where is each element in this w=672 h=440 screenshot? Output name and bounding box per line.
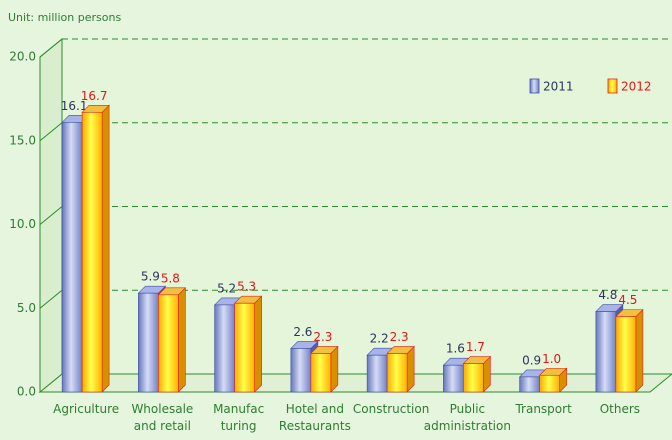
bar xyxy=(463,363,484,393)
unit-label: Unit: million persons xyxy=(8,11,121,24)
x-tick-label: Construction xyxy=(352,402,430,416)
legend-swatch xyxy=(529,78,540,94)
value-label: 2.3 xyxy=(390,330,409,344)
value-label: 1.6 xyxy=(446,342,465,356)
bar xyxy=(595,311,617,393)
grid-diag xyxy=(39,206,63,225)
y-tick-label: 10.0 xyxy=(9,217,36,231)
x-tick-label: Transport xyxy=(515,402,572,416)
bar xyxy=(539,374,560,393)
x-tick-label: Hotel and Restaurants xyxy=(278,402,351,433)
bar xyxy=(81,111,103,393)
x-tick-label: Public administration xyxy=(423,402,511,433)
value-label: 0.9 xyxy=(522,353,541,367)
value-label: 2.3 xyxy=(313,330,332,344)
value-label: 5.9 xyxy=(141,270,160,284)
value-label: 4.8 xyxy=(598,288,617,302)
legend-swatch xyxy=(607,78,618,94)
bar xyxy=(519,376,540,393)
bar xyxy=(615,316,637,393)
x-tick-label: Agriculture xyxy=(53,402,120,416)
bar xyxy=(214,304,235,393)
value-label: 1.0 xyxy=(542,352,561,366)
bar xyxy=(366,354,388,393)
y-tick-label: 20.0 xyxy=(9,50,36,64)
bar-side xyxy=(101,104,110,393)
bar xyxy=(310,353,332,393)
y-tick-label: 15.0 xyxy=(9,133,36,147)
x-tick-label: Others xyxy=(599,402,641,416)
bar-side xyxy=(330,345,339,393)
value-label: 5.8 xyxy=(161,271,180,285)
bar xyxy=(158,294,179,393)
bar-side xyxy=(254,295,262,393)
x-tick-label: Wholesale and retail xyxy=(131,402,194,433)
bar-side xyxy=(635,308,644,393)
grid-diag xyxy=(39,122,63,142)
x-tick-label: Manufac turing xyxy=(213,402,265,433)
bar-side xyxy=(178,287,186,393)
y-tick-label: 5.0 xyxy=(17,301,36,315)
y-tick-label: 0.0 xyxy=(17,385,36,399)
bar-side xyxy=(406,345,415,393)
value-label: 5.2 xyxy=(217,281,236,295)
value-label: 5.3 xyxy=(237,280,256,294)
value-label: 2.6 xyxy=(293,325,312,339)
floor xyxy=(38,373,672,393)
bar xyxy=(443,364,464,393)
bar xyxy=(234,302,255,393)
bar xyxy=(138,292,159,393)
value-label: 4.5 xyxy=(618,293,637,307)
value-label: 16.7 xyxy=(81,89,108,103)
legend-label: 2011 xyxy=(543,80,574,94)
legend-label: 2012 xyxy=(621,80,652,94)
bar xyxy=(290,348,312,393)
value-label: 2.2 xyxy=(370,332,389,346)
value-label: 16.1 xyxy=(61,99,88,113)
bar xyxy=(61,122,83,393)
bar xyxy=(386,353,408,393)
value-label: 1.7 xyxy=(466,340,485,354)
grid-diag xyxy=(39,289,63,309)
grid-diag xyxy=(39,38,63,58)
